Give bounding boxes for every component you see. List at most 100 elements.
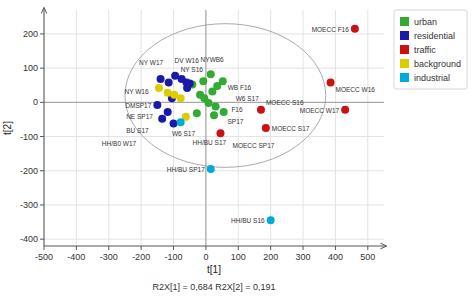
point — [327, 79, 335, 87]
tick-y — [40, 33, 44, 34]
grid-line-y — [44, 33, 384, 34]
tick-label-x: -200 — [132, 252, 150, 262]
tick-x — [141, 246, 142, 250]
point — [351, 25, 359, 33]
point — [212, 102, 220, 110]
point — [199, 77, 207, 85]
tick-y — [40, 102, 44, 103]
legend: urbanresidentialtrafficbackgroundindustr… — [394, 10, 467, 89]
point-label: MOECC S17 — [272, 125, 310, 132]
point-label: NYWB6 — [201, 56, 225, 63]
point — [193, 109, 201, 117]
y-axis-line — [44, 8, 45, 246]
grid-line-x — [335, 10, 336, 246]
point — [207, 165, 215, 173]
tick-label-x: 500 — [360, 252, 375, 262]
legend-swatch — [400, 73, 409, 82]
point-label: MOECC W16 — [336, 86, 376, 93]
point-label: BU S17 — [126, 127, 149, 134]
tick-label-x: 300 — [296, 252, 311, 262]
tick-label-x: 0 — [203, 252, 208, 262]
legend-swatch — [400, 31, 409, 40]
point — [155, 84, 163, 92]
tick-y — [40, 136, 44, 137]
tick-y — [40, 204, 44, 205]
point-label: WB F16 — [228, 84, 252, 91]
legend-label: residential — [414, 31, 455, 41]
grid-line-y — [44, 204, 384, 205]
tick-y — [40, 170, 44, 171]
tick-x — [205, 246, 206, 250]
legend-swatch — [400, 59, 409, 68]
plot-area — [44, 10, 384, 246]
grid-line-x — [173, 10, 174, 246]
point — [257, 106, 265, 114]
point-label: HH/BU S17 — [193, 139, 227, 146]
tick-x — [108, 246, 109, 250]
point-label: NY S16 — [181, 66, 204, 73]
point-label: SP17 — [227, 118, 243, 125]
point-label: HH/BU S16 — [231, 217, 265, 224]
legend-label: industrial — [414, 73, 450, 83]
point — [177, 94, 185, 102]
tick-label-y: -400 — [20, 234, 38, 244]
tick-label-x: -100 — [165, 252, 183, 262]
point-label: MOECC F16 — [312, 26, 350, 33]
y-axis-label: t[2] — [2, 121, 13, 135]
point — [157, 75, 165, 83]
legend-swatch — [400, 17, 409, 26]
annotation: R2X[1] = 0,684 R2X[2] = 0,191 — [152, 282, 275, 292]
tick-label-x: 400 — [328, 252, 343, 262]
tick-label-y: 200 — [23, 29, 38, 39]
grid-line-x — [367, 10, 368, 246]
point — [170, 120, 178, 128]
grid-line-y — [44, 68, 384, 69]
point-label: MOECC SP17 — [232, 142, 274, 149]
point — [210, 111, 218, 119]
point-label: MOECC S16 — [266, 99, 304, 106]
point-label: HH/BU SP17 — [167, 166, 205, 173]
point — [208, 87, 216, 95]
tick-y — [40, 239, 44, 240]
point-label: NY W16 — [124, 88, 148, 95]
point — [341, 106, 349, 114]
point — [216, 129, 224, 137]
tick-label-x: 100 — [231, 252, 246, 262]
reference-line-v — [205, 10, 206, 246]
tick-label-x: 200 — [263, 252, 278, 262]
point — [153, 101, 161, 109]
point — [186, 80, 194, 88]
grid-line-y — [44, 136, 384, 137]
point-label: NE SP17 — [126, 113, 153, 120]
tick-label-x: -400 — [67, 252, 85, 262]
tick-label-x: -300 — [100, 252, 118, 262]
legend-label: traffic — [414, 45, 436, 55]
tick-x — [44, 246, 45, 250]
grid — [44, 10, 384, 246]
point-label: HH/B0 W17 — [102, 140, 137, 147]
point-label: F16 — [231, 106, 243, 113]
tick-label-y: -100 — [20, 132, 38, 142]
point — [177, 118, 185, 126]
point — [164, 108, 172, 116]
tick-x — [335, 246, 336, 250]
point — [207, 70, 215, 78]
tick-label-y: 0 — [33, 97, 38, 107]
reference-line-h — [44, 102, 384, 103]
point-label: W6 S17 — [236, 95, 260, 102]
legend-label: background — [414, 59, 461, 69]
chart: -500-400-300-200-1000100200300400500-400… — [0, 0, 474, 296]
tick-x — [270, 246, 271, 250]
tick-x — [238, 246, 239, 250]
legend-frame — [394, 10, 467, 89]
grid-line-y — [44, 239, 384, 240]
point — [220, 108, 228, 116]
point-label: DMSP17 — [125, 102, 151, 109]
tick-x — [76, 246, 77, 250]
point — [158, 115, 166, 123]
point-label: W6 S17 — [172, 130, 196, 137]
legend-swatch — [400, 45, 409, 54]
point — [267, 216, 275, 224]
grid-line-x — [108, 10, 109, 246]
x-axis-line — [44, 246, 386, 247]
